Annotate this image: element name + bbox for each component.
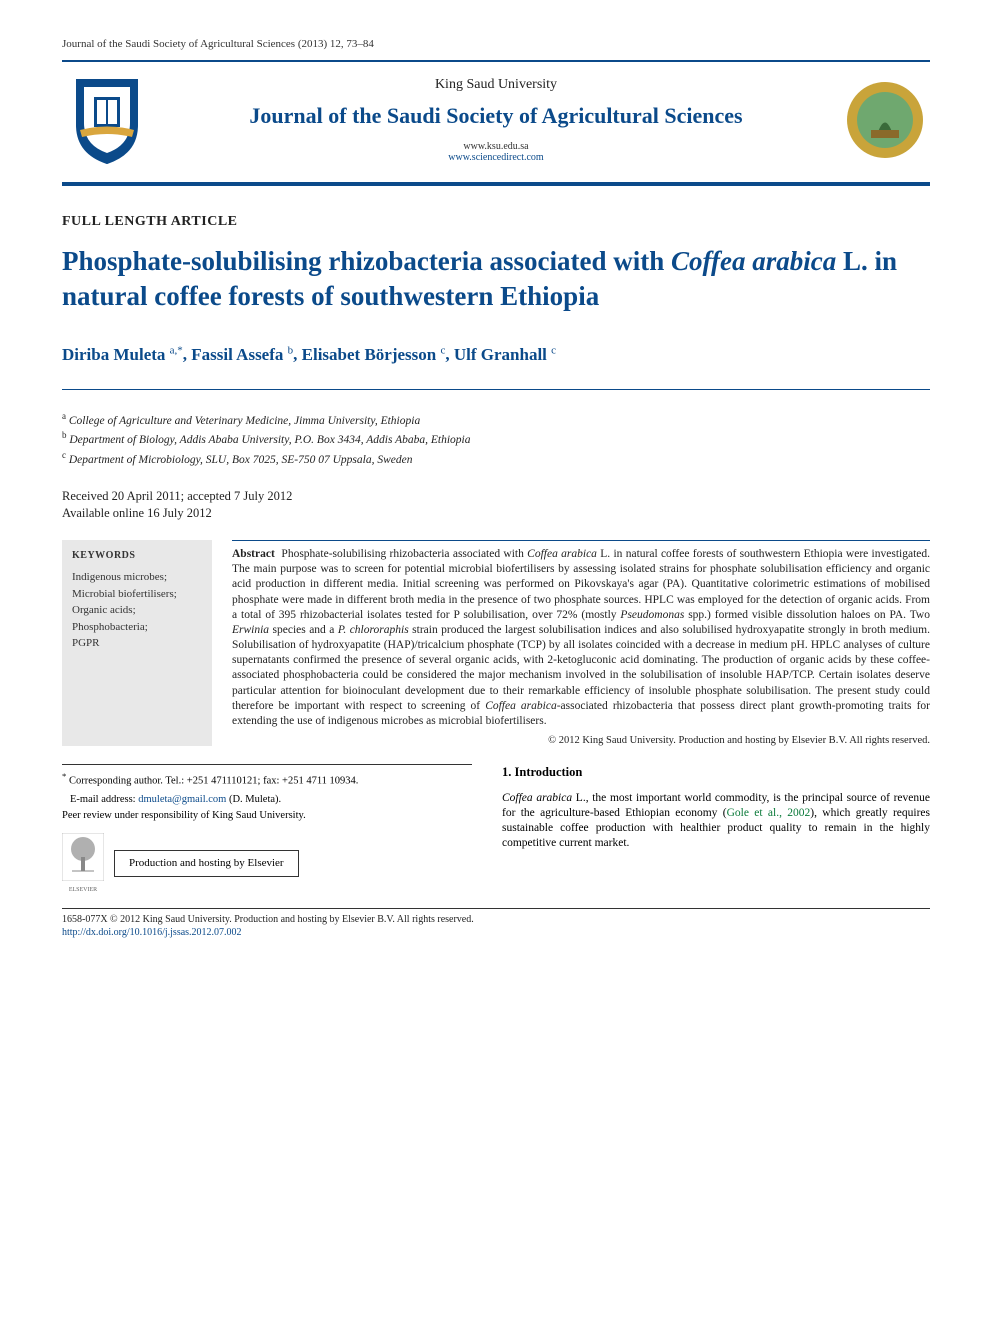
abs-mid2: spp.) formed visible dissolution haloes … bbox=[684, 609, 930, 621]
society-seal-icon bbox=[845, 80, 925, 160]
keywords-list: Indigenous microbes;Microbial biofertili… bbox=[72, 569, 202, 652]
production-hosting-row: ELSEVIER Production and hosting by Elsev… bbox=[62, 833, 472, 894]
article-title: Phosphate-solubilising rhizobacteria ass… bbox=[62, 244, 930, 314]
journal-reference: Journal of the Saudi Society of Agricult… bbox=[62, 38, 930, 50]
abs-mid4: strain produced the largest solubilisati… bbox=[232, 624, 930, 712]
doi-link[interactable]: http://dx.doi.org/10.1016/j.jssas.2012.0… bbox=[62, 926, 930, 939]
affiliations-block: a College of Agriculture and Veterinary … bbox=[62, 410, 930, 469]
journal-name: Journal of the Saudi Society of Agricult… bbox=[152, 103, 840, 129]
abstract-text: Abstract Phosphate-solubilising rhizobac… bbox=[232, 547, 930, 729]
elsevier-tree-icon bbox=[62, 833, 104, 881]
keyword-item: Phosphobacteria; bbox=[72, 619, 202, 636]
author: Fassil Assefa b bbox=[191, 345, 293, 364]
abstract-label: Abstract bbox=[232, 548, 275, 560]
affiliation: a College of Agriculture and Veterinary … bbox=[62, 410, 930, 430]
author: Diriba Muleta a,* bbox=[62, 345, 183, 364]
production-hosting-box: Production and hosting by Elsevier bbox=[114, 850, 299, 877]
corr-text: Corresponding author. Tel.: +251 4711101… bbox=[69, 776, 358, 787]
sciencedirect-link[interactable]: www.sciencedirect.com bbox=[152, 152, 840, 163]
abs-ital1: Coffea arabica bbox=[527, 548, 597, 560]
abs-mid3: species and a bbox=[269, 624, 338, 636]
header-center: King Saud University Journal of the Saud… bbox=[152, 77, 840, 163]
society-logo bbox=[840, 70, 930, 170]
title-pre: Phosphate-solubilising rhizobacteria ass… bbox=[62, 246, 671, 276]
correspondence-block: * Corresponding author. Tel.: +251 47111… bbox=[62, 764, 472, 894]
introduction-column: 1. Introduction Coffea arabica L., the m… bbox=[502, 764, 930, 894]
author: Elisabet Börjesson c bbox=[302, 345, 446, 364]
corr-star: * bbox=[62, 771, 66, 781]
author: Ulf Granhall c bbox=[454, 345, 556, 364]
keyword-item: PGPR bbox=[72, 635, 202, 652]
abstract-column: Abstract Phosphate-solubilising rhizobac… bbox=[232, 540, 930, 746]
author-email[interactable]: dmuleta@gmail.com bbox=[138, 794, 226, 805]
keyword-item: Indigenous microbes; bbox=[72, 569, 202, 586]
affiliation: c Department of Microbiology, SLU, Box 7… bbox=[62, 449, 930, 469]
shield-icon bbox=[72, 75, 142, 165]
available-online: Available online 16 July 2012 bbox=[62, 505, 930, 522]
issn-copyright: 1658-077X © 2012 King Saud University. P… bbox=[62, 913, 930, 926]
keywords-box: KEYWORDS Indigenous microbes;Microbial b… bbox=[62, 540, 212, 746]
abs-ital5: Coffea arabica bbox=[485, 700, 557, 712]
keywords-abstract-row: KEYWORDS Indigenous microbes;Microbial b… bbox=[62, 540, 930, 746]
email-line: E-mail address: dmuleta@gmail.com (D. Mu… bbox=[62, 793, 472, 807]
publisher-name: King Saud University bbox=[152, 77, 840, 93]
email-label: E-mail address: bbox=[70, 794, 138, 805]
corresponding-author: * Corresponding author. Tel.: +251 47111… bbox=[62, 771, 472, 789]
abs-ital3: Erwinia bbox=[232, 624, 269, 636]
introduction-heading: 1. Introduction bbox=[502, 764, 930, 781]
journal-header: King Saud University Journal of the Saud… bbox=[62, 60, 930, 186]
intro-species: Coffea arabica bbox=[502, 792, 572, 804]
affiliation: b Department of Biology, Addis Ababa Uni… bbox=[62, 429, 930, 449]
keyword-item: Microbial biofertilisers; bbox=[72, 586, 202, 603]
keywords-heading: KEYWORDS bbox=[72, 550, 202, 561]
citation-link[interactable]: Gole et al., 2002 bbox=[727, 807, 811, 819]
bottom-columns: * Corresponding author. Tel.: +251 47111… bbox=[62, 764, 930, 894]
title-species: Coffea arabica bbox=[671, 246, 836, 276]
keyword-item: Organic acids; bbox=[72, 602, 202, 619]
received-accepted: Received 20 April 2011; accepted 7 July … bbox=[62, 488, 930, 505]
article-type-label: FULL LENGTH ARTICLE bbox=[62, 214, 930, 230]
page-footer: 1658-077X © 2012 King Saud University. P… bbox=[62, 908, 930, 939]
introduction-paragraph: Coffea arabica L., the most important wo… bbox=[502, 791, 930, 852]
journal-links: www.ksu.edu.sa www.sciencedirect.com bbox=[152, 141, 840, 163]
abs-ital2: Pseudomonas bbox=[620, 609, 684, 621]
abstract-copyright: © 2012 King Saud University. Production … bbox=[232, 735, 930, 746]
peer-review-note: Peer review under responsibility of King… bbox=[62, 809, 472, 823]
ksu-shield-logo bbox=[62, 70, 152, 170]
abs-ital4: P. chlororaphis bbox=[338, 624, 409, 636]
elsevier-logo: ELSEVIER bbox=[62, 833, 104, 894]
authors-line: Diriba Muleta a,*, Fassil Assefa b, Elis… bbox=[62, 344, 930, 390]
email-suffix: (D. Muleta). bbox=[226, 794, 281, 805]
ksu-link[interactable]: www.ksu.edu.sa bbox=[152, 141, 840, 152]
article-dates: Received 20 April 2011; accepted 7 July … bbox=[62, 488, 930, 522]
elsevier-label: ELSEVIER bbox=[62, 886, 104, 894]
abs-pre: Phosphate-solubilising rhizobacteria ass… bbox=[281, 548, 527, 560]
